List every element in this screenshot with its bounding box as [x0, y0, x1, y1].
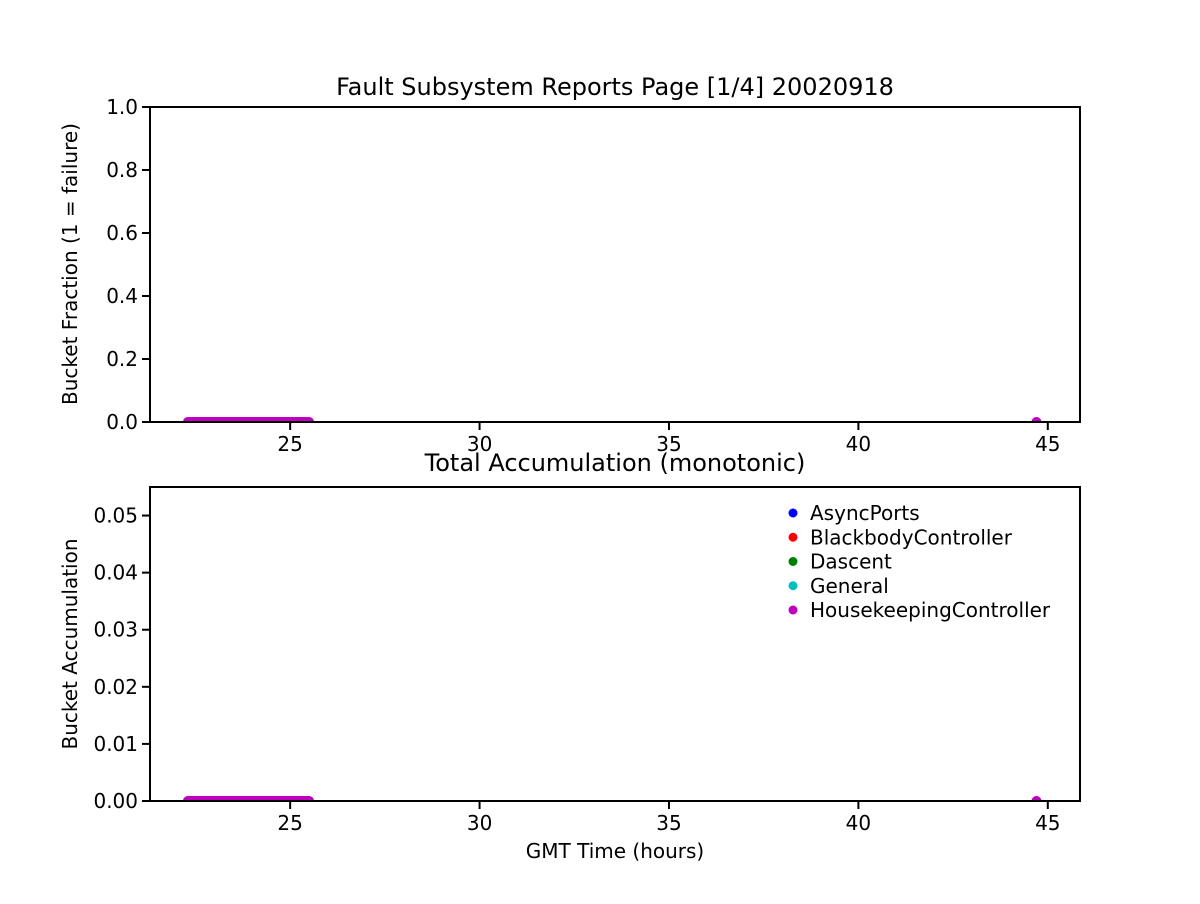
- legend-label-blackbodycontroller: BlackbodyController: [810, 525, 1013, 549]
- y-tick-label: 1.0: [106, 95, 138, 119]
- legend-label-dascent: Dascent: [810, 550, 892, 574]
- y-tick-label: 0.05: [93, 504, 138, 528]
- x-tick-label: 35: [656, 432, 681, 456]
- housekeepingcontroller-data-point: [1031, 417, 1042, 422]
- legend-marker-asyncports: [788, 508, 798, 518]
- y-tick-label: 0.4: [106, 284, 138, 308]
- y-tick-label: 0.8: [106, 158, 138, 182]
- x-tick-label: 40: [846, 432, 871, 456]
- legend-marker-dascent: [788, 557, 798, 566]
- y-tick-label: 0.03: [93, 618, 138, 642]
- data-layer: [182, 417, 1042, 422]
- y-tick-label: 0.0: [106, 410, 138, 434]
- x-tick-label: 25: [277, 432, 302, 456]
- y-tick-label: 0.01: [93, 732, 138, 756]
- legend-label-housekeepingcontroller: HousekeepingController: [810, 598, 1051, 622]
- bottom-chart-plot-area: 25 30 35 40 45 0.00 0.01 0.02 0.03 0.04 0.05 AsyncP…: [93, 486, 1081, 835]
- legend: AsyncPortsBlackbodyControllerDascentGene…: [788, 501, 1051, 622]
- x-tick-label: 30: [467, 432, 492, 456]
- y-tick-label: 0.6: [106, 221, 138, 245]
- bottom-chart-ylabel: Bucket Accumulation: [58, 538, 82, 749]
- y-tick-label: 0.2: [106, 347, 138, 371]
- x-tick-label: 35: [656, 811, 681, 835]
- bottom-chart-xlabel: GMT Time (hours): [526, 839, 704, 863]
- y-tick-label: 0.02: [93, 675, 138, 699]
- top-chart-title: Fault Subsystem Reports Page [1/4] 20020…: [336, 73, 894, 101]
- x-tick-label: 45: [1035, 432, 1060, 456]
- data-layer: [182, 796, 1042, 801]
- y-tick-label: 0.00: [93, 789, 138, 813]
- housekeepingcontroller-data-point: [1031, 796, 1042, 801]
- legend-label-general: General: [810, 574, 889, 598]
- x-tick-label: 30: [467, 811, 492, 835]
- x-tick-label: 25: [277, 811, 302, 835]
- top-chart-plot-area: 25 30 35 40 45 0.0 0.2 0.4 0.6 0.8 1.0: [106, 95, 1081, 456]
- legend-marker-housekeepingcontroller: [788, 605, 798, 615]
- x-tick-label: 45: [1035, 811, 1060, 835]
- top-chart-ylabel: Bucket Fraction (1 = failure): [58, 123, 82, 405]
- legend-marker-general: [788, 581, 798, 591]
- x-tick-label: 40: [846, 811, 871, 835]
- plot-frame: [149, 486, 1081, 802]
- y-tick-label: 0.04: [93, 561, 138, 585]
- legend-marker-blackbodycontroller: [788, 532, 798, 542]
- legend-label-asyncports: AsyncPorts: [810, 501, 920, 525]
- plot-frame: [149, 106, 1081, 423]
- bottom-chart-title: Total Accumulation (monotonic): [424, 449, 806, 477]
